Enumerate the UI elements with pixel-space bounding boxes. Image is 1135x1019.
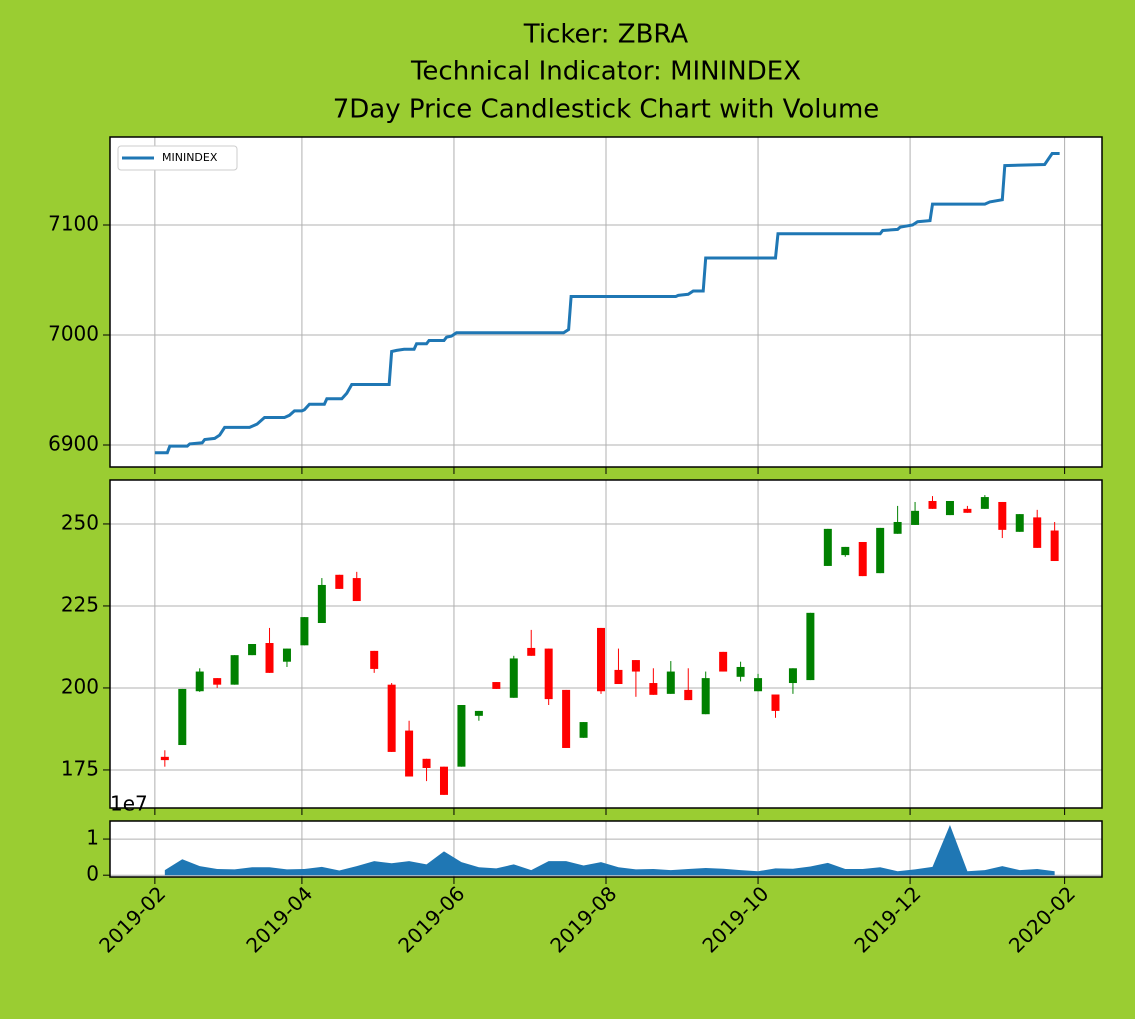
- indicator-line: [154, 152, 1060, 455]
- legend-label: MININDEX: [162, 151, 218, 164]
- candle-body: [980, 497, 989, 509]
- candle-body: [317, 584, 326, 624]
- y-tick-label: 1: [86, 826, 99, 850]
- candle-body: [701, 678, 710, 715]
- candle-body: [160, 756, 169, 761]
- candle-body: [527, 647, 536, 656]
- candle-body: [719, 651, 728, 672]
- candle-body: [858, 541, 867, 577]
- candle-body: [457, 705, 466, 767]
- candle-body: [544, 648, 553, 700]
- candle-body: [230, 655, 239, 685]
- x-tick-label: 2019-02: [94, 881, 170, 957]
- candle-body: [405, 730, 414, 777]
- x-tick-label: 2019-04: [241, 881, 317, 957]
- candle-body: [649, 683, 658, 695]
- axis-offset-label: 1e7: [110, 792, 148, 816]
- candle-body: [282, 648, 291, 662]
- candle-body: [439, 766, 448, 795]
- y-tick-label: 6900: [48, 432, 99, 456]
- plot-frame: [109, 136, 1103, 468]
- candle-body: [474, 710, 483, 716]
- candle-body: [492, 682, 501, 689]
- y-tick-label: 225: [61, 592, 99, 616]
- y-tick-label: 7000: [48, 322, 99, 346]
- candle-body: [963, 508, 972, 513]
- candle-body: [213, 678, 222, 685]
- title-line: Ticker: ZBRA: [523, 20, 689, 50]
- candle-body: [352, 578, 361, 602]
- y-tick-label: 0: [86, 862, 99, 886]
- candle-body: [911, 510, 920, 525]
- candle-body: [597, 627, 606, 692]
- candle-body: [736, 666, 745, 677]
- candle-body: [876, 527, 885, 574]
- legend: [117, 145, 238, 171]
- candle-body: [422, 758, 431, 768]
- x-tick-label: 2019-10: [697, 881, 773, 957]
- candle-body: [841, 546, 850, 556]
- candle-body: [823, 528, 832, 566]
- candle-body: [666, 671, 675, 694]
- candle-body: [614, 669, 623, 685]
- candle-body: [1015, 514, 1024, 532]
- title-line: 7Day Price Candlestick Chart with Volume: [333, 95, 880, 125]
- candle-body: [928, 500, 937, 509]
- candle-body: [509, 658, 518, 698]
- candle-body: [562, 689, 571, 748]
- candle-body: [300, 617, 309, 646]
- candle-body: [945, 500, 954, 516]
- candle-body: [370, 650, 379, 669]
- candle-body: [579, 722, 588, 738]
- candle-body: [195, 671, 204, 692]
- candle-body: [1050, 530, 1059, 562]
- x-tick-label: 2020-02: [1004, 881, 1080, 957]
- candle-body: [265, 643, 274, 673]
- x-tick-label: 2019-12: [849, 881, 925, 957]
- candle-body: [684, 689, 693, 701]
- y-tick-label: 7100: [48, 212, 99, 236]
- candle-body: [1033, 517, 1042, 548]
- candle-body: [893, 521, 902, 534]
- candle-body: [387, 684, 396, 752]
- x-tick-label: 2019-06: [393, 881, 469, 957]
- candle-body: [248, 644, 257, 656]
- candle-body: [771, 694, 780, 711]
- y-tick-label: 200: [61, 674, 99, 698]
- title-line: Technical Indicator: MININDEX: [410, 57, 801, 87]
- candle-body: [998, 501, 1007, 530]
- volume-area: [164, 824, 1055, 876]
- candle-body: [806, 612, 815, 681]
- candle-body: [754, 678, 763, 692]
- candle-body: [335, 574, 344, 589]
- candle-body: [631, 660, 640, 672]
- x-tick-label: 2019-08: [545, 881, 621, 957]
- y-tick-label: 175: [61, 756, 99, 780]
- plot-frame: [109, 820, 1103, 878]
- plot-frame: [109, 479, 1103, 809]
- y-tick-label: 250: [61, 510, 99, 534]
- candle-body: [178, 688, 187, 746]
- candle-body: [788, 668, 797, 684]
